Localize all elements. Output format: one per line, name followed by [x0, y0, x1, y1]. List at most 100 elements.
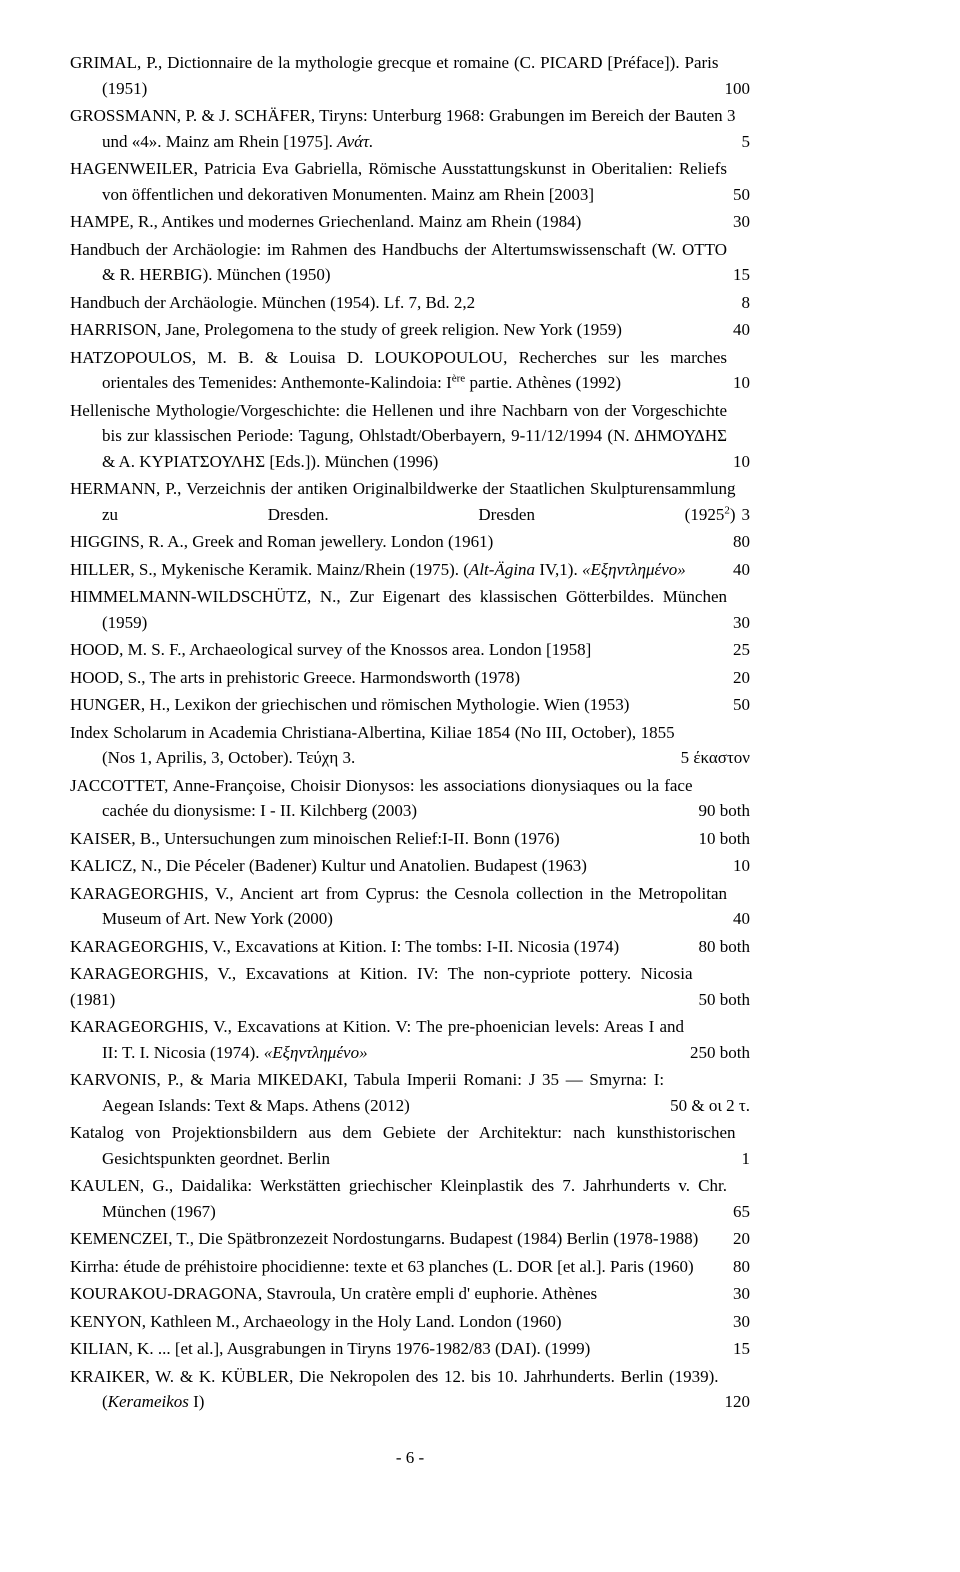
entry-price: 50 & οι 2 τ. — [664, 1093, 750, 1119]
bibliography-entry: HILLER, S., Mykenische Keramik. Mainz/Rh… — [70, 557, 750, 583]
entry-text: HIGGINS, R. A., Greek and Roman jeweller… — [70, 529, 727, 555]
bibliography-entry: HOOD, S., The arts in prehistoric Greece… — [70, 665, 750, 691]
bibliography-entry: Katalog von Projektionsbildern aus dem G… — [70, 1120, 750, 1171]
entry-price: 10 both — [693, 826, 750, 852]
entry-price: 120 — [719, 1389, 751, 1415]
entry-text: Hellenische Mythologie/Vorgeschichte: di… — [70, 398, 727, 475]
bibliography-entry: HAMPE, R., Antikes und modernes Griechen… — [70, 209, 750, 235]
entry-text: GROSSMANN, P. & J. SCHÄFER, Tiryns: Unte… — [70, 103, 736, 154]
bibliography-entry: Handbuch der Archäologie. München (1954)… — [70, 290, 750, 316]
bibliography-entry: HATZOPOULOS, M. B. & Louisa D. LOUKOPOUL… — [70, 345, 750, 396]
bibliography-entry: KARAGEORGHIS, V., Ancient art from Cypru… — [70, 881, 750, 932]
entry-price: 40 — [727, 317, 750, 343]
bibliography-entry: KAISER, B., Untersuchungen zum minoische… — [70, 826, 750, 852]
entry-text: KARVONIS, P., & Maria MIKEDAKI, Tabula I… — [70, 1067, 664, 1118]
bibliography-entry: HAGENWEILER, Patricia Eva Gabriella, Röm… — [70, 156, 750, 207]
entry-text: Kirrha: étude de préhistoire phocidienne… — [70, 1254, 727, 1280]
entry-price: 40 — [727, 906, 750, 932]
bibliography-entry: GRIMAL, P., Dictionnaire de la mythologi… — [70, 50, 750, 101]
entry-text: JACCOTTET, Anne-Françoise, Choisir Diony… — [70, 773, 693, 824]
entry-price: 10 — [727, 853, 750, 879]
entry-price: 100 — [719, 76, 751, 102]
bibliography-entry: KEMENCZEI, T., Die Spätbronzezeit Nordos… — [70, 1226, 750, 1252]
page-number: - 6 - — [70, 1445, 750, 1471]
entry-text: Index Scholarum in Academia Christiana-A… — [70, 720, 675, 771]
entry-price: 8 — [736, 290, 751, 316]
bibliography-entry: KAULEN, G., Daidalika: Werkstätten griec… — [70, 1173, 750, 1224]
entry-price: 1 — [736, 1146, 751, 1172]
entry-price: 30 — [727, 610, 750, 636]
entry-text: KARAGEORGHIS, V., Excavations at Kition.… — [70, 934, 693, 960]
entry-price: 250 both — [684, 1040, 750, 1066]
bibliography-entry: HARRISON, Jane, Prolegomena to the study… — [70, 317, 750, 343]
bibliography-entry: KENYON, Kathleen M., Archaeology in the … — [70, 1309, 750, 1335]
entry-price: 20 — [727, 1226, 750, 1252]
bibliography-entry: Index Scholarum in Academia Christiana-A… — [70, 720, 750, 771]
entry-text: KARAGEORGHIS, V., Excavations at Kition.… — [70, 961, 693, 1012]
entry-price: 65 — [727, 1199, 750, 1225]
entry-text: Katalog von Projektionsbildern aus dem G… — [70, 1120, 736, 1171]
entry-price: 30 — [727, 209, 750, 235]
entry-text: HUNGER, H., Lexikon der griechischen und… — [70, 692, 727, 718]
bibliography-entry: Hellenische Mythologie/Vorgeschichte: di… — [70, 398, 750, 475]
bibliography-entry: KARAGEORGHIS, V., Excavations at Kition.… — [70, 961, 750, 1012]
bibliography-entry: HIMMELMANN-WILDSCHÜTZ, N., Zur Eigenart … — [70, 584, 750, 635]
entry-price: 50 — [727, 182, 750, 208]
entry-price: 30 — [727, 1309, 750, 1335]
bibliography-entry: KALICZ, N., Die Péceler (Badener) Kultur… — [70, 853, 750, 879]
entry-text: HATZOPOULOS, M. B. & Louisa D. LOUKOPOUL… — [70, 345, 727, 396]
entry-price: 80 — [727, 529, 750, 555]
entry-price: 50 both — [693, 987, 750, 1013]
entry-price: 5 έκαστον — [675, 745, 750, 771]
entry-text: HIMMELMANN-WILDSCHÜTZ, N., Zur Eigenart … — [70, 584, 727, 635]
entry-text: KENYON, Kathleen M., Archaeology in the … — [70, 1309, 727, 1335]
bibliography-entry: HERMANN, P., Verzeichnis der antiken Ori… — [70, 476, 750, 527]
entry-price: 90 both — [693, 798, 750, 824]
bibliography-entry: KARVONIS, P., & Maria MIKEDAKI, Tabula I… — [70, 1067, 750, 1118]
bibliography-entry: HUNGER, H., Lexikon der griechischen und… — [70, 692, 750, 718]
entry-price: 80 — [727, 1254, 750, 1280]
entry-text: KARAGEORGHIS, V., Ancient art from Cypru… — [70, 881, 727, 932]
entry-text: KEMENCZEI, T., Die Spätbronzezeit Nordos… — [70, 1226, 727, 1252]
entry-price: 40 — [727, 557, 750, 583]
bibliography-entry: JACCOTTET, Anne-Françoise, Choisir Diony… — [70, 773, 750, 824]
bibliography-entry: KARAGEORGHIS, V., Excavations at Kition.… — [70, 934, 750, 960]
entry-text: HOOD, S., The arts in prehistoric Greece… — [70, 665, 727, 691]
entry-price: 15 — [727, 262, 750, 288]
entry-text: KALICZ, N., Die Péceler (Badener) Kultur… — [70, 853, 727, 879]
entry-text: HILLER, S., Mykenische Keramik. Mainz/Rh… — [70, 557, 727, 583]
entry-price: 50 — [727, 692, 750, 718]
entry-price: 10 — [727, 449, 750, 475]
bibliography-entry: GROSSMANN, P. & J. SCHÄFER, Tiryns: Unte… — [70, 103, 750, 154]
entry-text: KOURAKOU-DRAGONA, Stavroula, Un cratère … — [70, 1281, 727, 1307]
bibliography-entry: HIGGINS, R. A., Greek and Roman jeweller… — [70, 529, 750, 555]
entry-text: KILIAN, K. ... [et al.], Ausgrabungen in… — [70, 1336, 727, 1362]
bibliography-entry: KILIAN, K. ... [et al.], Ausgrabungen in… — [70, 1336, 750, 1362]
bibliography-entry: KRAIKER, W. & K. KÜBLER, Die Nekropolen … — [70, 1364, 750, 1415]
entry-text: KARAGEORGHIS, V., Excavations at Kition.… — [70, 1014, 684, 1065]
entry-text: HAGENWEILER, Patricia Eva Gabriella, Röm… — [70, 156, 727, 207]
entry-price: 80 both — [693, 934, 750, 960]
entry-text: HERMANN, P., Verzeichnis der antiken Ori… — [70, 476, 736, 527]
entry-text: Handbuch der Archäologie. München (1954)… — [70, 290, 736, 316]
entry-text: KAULEN, G., Daidalika: Werkstätten griec… — [70, 1173, 727, 1224]
entry-price: 3 — [736, 502, 751, 528]
bibliography-entry: KARAGEORGHIS, V., Excavations at Kition.… — [70, 1014, 750, 1065]
entry-text: HAMPE, R., Antikes und modernes Griechen… — [70, 209, 727, 235]
entry-price: 15 — [727, 1336, 750, 1362]
entry-price: 20 — [727, 665, 750, 691]
entry-price: 30 — [727, 1281, 750, 1307]
entry-text: HARRISON, Jane, Prolegomena to the study… — [70, 317, 727, 343]
entry-price: 25 — [727, 637, 750, 663]
bibliography-entry: HOOD, M. S. F., Archaeological survey of… — [70, 637, 750, 663]
entry-text: KAISER, B., Untersuchungen zum minoische… — [70, 826, 693, 852]
entry-price: 5 — [736, 129, 751, 155]
entry-text: KRAIKER, W. & K. KÜBLER, Die Nekropolen … — [70, 1364, 719, 1415]
entry-text: HOOD, M. S. F., Archaeological survey of… — [70, 637, 727, 663]
bibliography-entry: Kirrha: étude de préhistoire phocidienne… — [70, 1254, 750, 1280]
entry-price: 10 — [727, 370, 750, 396]
entry-text: Handbuch der Archäologie: im Rahmen des … — [70, 237, 727, 288]
bibliography-list: GRIMAL, P., Dictionnaire de la mythologi… — [70, 50, 750, 1415]
bibliography-entry: KOURAKOU-DRAGONA, Stavroula, Un cratère … — [70, 1281, 750, 1307]
entry-text: GRIMAL, P., Dictionnaire de la mythologi… — [70, 50, 719, 101]
